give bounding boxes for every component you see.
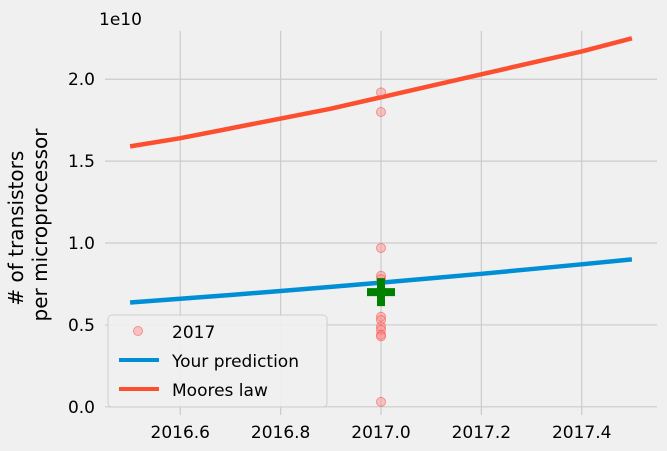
x-tick-label: 2017.2 xyxy=(452,423,511,443)
x-tick-label: 2016.8 xyxy=(251,423,310,443)
y-axis-label-line2: per microprocessor xyxy=(28,128,52,322)
data-point xyxy=(376,396,386,407)
x-axis: 2016.6 2016.8 2017.0 2017.2 2017.4 xyxy=(151,423,612,443)
y-axis-label: # of transistors per microprocessor xyxy=(4,128,52,322)
legend-label-2017: 2017 xyxy=(172,323,215,343)
x-tick-label: 2017.4 xyxy=(552,423,611,443)
x-tick-label: 2016.6 xyxy=(151,423,210,443)
legend-box xyxy=(107,314,328,408)
y-axis: 0.0 0.5 1.0 1.5 2.0 xyxy=(68,70,95,418)
data-point xyxy=(376,311,386,322)
plot-area xyxy=(129,36,633,407)
legend-label-moores-law: Moores law xyxy=(172,381,268,401)
prediction-marker xyxy=(367,278,395,307)
data-point xyxy=(376,321,386,332)
y-axis-label-line1: # of transistors xyxy=(4,151,28,306)
legend: 2017 Your prediction Moores law xyxy=(107,314,328,408)
legend-label-prediction: Your prediction xyxy=(171,352,299,372)
data-point xyxy=(376,331,386,342)
y-tick-label: 0.5 xyxy=(68,316,95,336)
y-tick-label: 0.0 xyxy=(68,398,95,418)
legend-marker-2017 xyxy=(133,326,143,336)
x-tick-label: 2017.0 xyxy=(351,423,410,443)
y-offset-label: 1e10 xyxy=(99,10,142,30)
y-tick-label: 1.0 xyxy=(68,234,95,254)
data-point xyxy=(376,87,386,98)
y-tick-label: 1.5 xyxy=(68,152,95,172)
data-point xyxy=(376,106,386,117)
data-point xyxy=(376,242,386,253)
y-tick-label: 2.0 xyxy=(68,70,95,90)
